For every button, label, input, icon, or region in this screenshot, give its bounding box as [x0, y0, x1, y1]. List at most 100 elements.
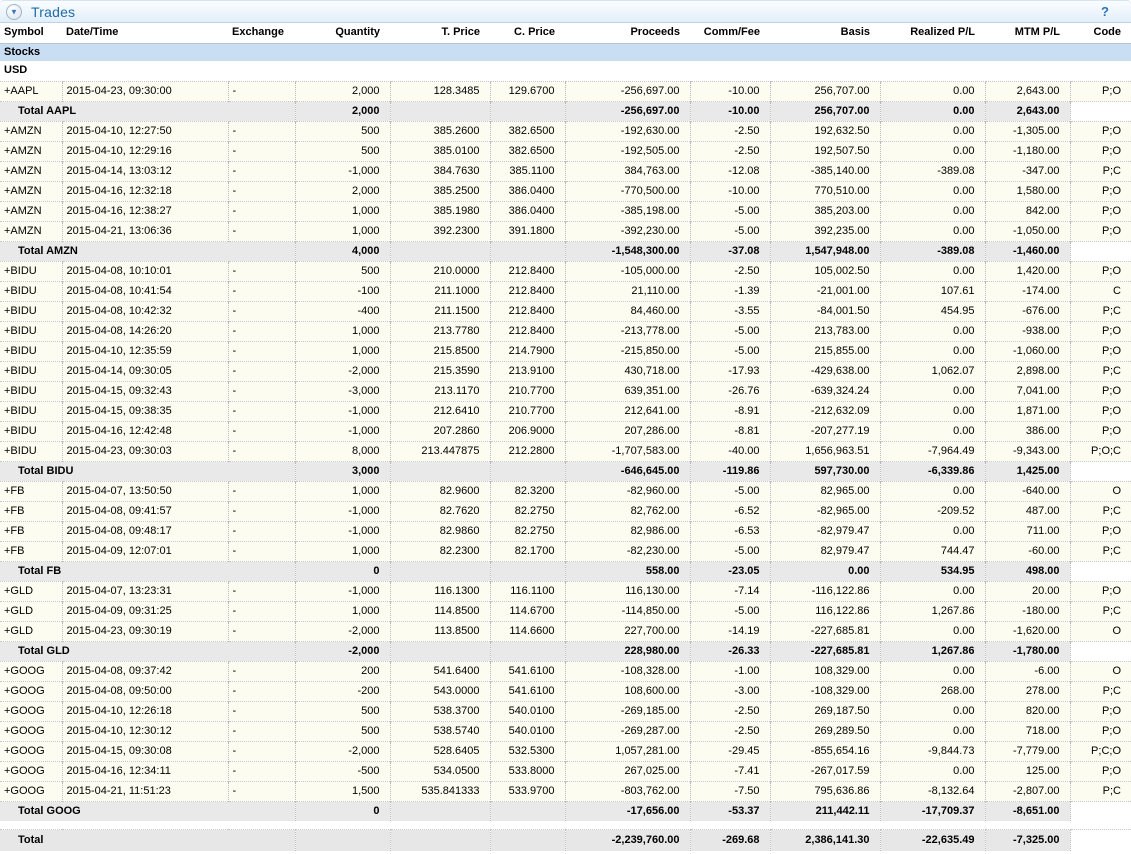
cell-cprice: 129.6700: [489, 80, 565, 101]
cell-exchange: -: [227, 740, 295, 761]
cell-symbol: +BIDU: [0, 300, 62, 321]
cell-tprice: 212.6410: [389, 400, 490, 421]
cell-realized: 0.00: [879, 720, 985, 741]
cell-exchange: -: [227, 260, 295, 281]
cell-tprice: 215.8500: [389, 340, 490, 361]
cell-comm: -7.14: [689, 580, 770, 601]
cell-mtm: -6.00: [984, 660, 1070, 681]
column-header-comm: Comm/Fee: [690, 23, 770, 44]
cell-basis: -82,979.47: [769, 520, 880, 541]
cell-realized: 1,267.86: [879, 640, 985, 661]
cell-basis: 192,632.50: [769, 120, 880, 141]
cell-basis: 82,979.47: [769, 540, 880, 561]
cell-code: P;O: [1069, 260, 1131, 281]
cell-comm: -2.50: [689, 140, 770, 161]
cell-cprice: 214.7900: [489, 340, 565, 361]
cell-symbol: +GOOG: [0, 700, 62, 721]
cell-cprice: [489, 560, 565, 581]
cell-datetime: 2015-04-10, 12:27:50: [61, 120, 228, 141]
currency-label: USD: [0, 61, 1131, 81]
cell-datetime: 2015-04-08, 09:50:00: [61, 680, 228, 701]
total-label: Total AMZN: [0, 240, 295, 261]
cell-cprice: [489, 460, 565, 481]
cell-realized: 0.00: [879, 420, 985, 441]
cell-cprice: 391.1800: [489, 220, 565, 241]
cell-datetime: 2015-04-08, 09:41:57: [61, 500, 228, 521]
cell-mtm: 711.00: [984, 520, 1070, 541]
cell-quantity: 1,000: [294, 340, 390, 361]
trades-table: Symbol Date/Time Exchange Quantity T. Price C…: [0, 23, 1131, 851]
cell-comm: -2.50: [689, 120, 770, 141]
cell-cprice: 212.8400: [489, 320, 565, 341]
cell-cprice: 386.0400: [489, 180, 565, 201]
cell-quantity: 500: [294, 120, 390, 141]
table-row: +FB 2015-04-08, 09:48:17- -1,000 82.9860 82.…: [0, 520, 1131, 541]
cell-exchange: -: [227, 140, 295, 161]
cell-cprice: 386.0400: [489, 200, 565, 221]
cell-mtm: -180.00: [984, 600, 1070, 621]
cell-realized: -6,339.86: [879, 460, 985, 481]
cell-tprice: 213.7780: [389, 320, 490, 341]
cell-basis: -227,685.81: [769, 640, 880, 661]
cell-code: P;C: [1069, 360, 1131, 381]
cell-proceeds: -269,287.00: [564, 720, 690, 741]
cell-cprice: [489, 240, 565, 261]
help-button[interactable]: ?: [1101, 4, 1109, 19]
cell-symbol: +FB: [0, 480, 62, 501]
cell-quantity: -2,000: [294, 360, 390, 381]
collapse-toggle-button[interactable]: ▼: [6, 3, 22, 20]
cell-exchange: -: [227, 80, 295, 101]
cell-code: [1069, 640, 1131, 661]
cell-cprice: [489, 800, 565, 821]
cell-cprice: 533.8000: [489, 760, 565, 781]
table-row: +AMZN 2015-04-21, 13:06:36-1,000 392.2300 3…: [0, 220, 1131, 241]
cell-cprice: 210.7700: [489, 380, 565, 401]
cell-basis: -116,122.86: [769, 580, 880, 601]
cell-mtm: 1,420.00: [984, 260, 1070, 281]
cell-realized: 0.00: [879, 700, 985, 721]
table-row: +GLD 2015-04-07, 13:23:31- -1,000 116.1300 1…: [0, 580, 1131, 601]
cell-realized: 0.00: [879, 180, 985, 201]
cell-comm: -17.93: [689, 360, 770, 381]
cell-quantity: -3,000: [294, 380, 390, 401]
table-row: +AAPL 2015-04-23, 09:30:00-2,000 128.3485 1…: [0, 80, 1131, 101]
cell-symbol: +BIDU: [0, 320, 62, 341]
cell-symbol: +FB: [0, 540, 62, 561]
cell-code: P;C: [1069, 160, 1131, 181]
cell-tprice: 392.2300: [389, 220, 490, 241]
cell-code: P;O: [1069, 380, 1131, 401]
cell-basis: -855,654.16: [769, 740, 880, 761]
cell-proceeds: 207,286.00: [564, 420, 690, 441]
cell-mtm: 20.00: [984, 580, 1070, 601]
table-row: +GOOG 2015-04-16, 12:34:11- -500 534.0500 53…: [0, 760, 1131, 781]
cell-mtm: -1,050.00: [984, 220, 1070, 241]
cell-comm: -3.00: [689, 680, 770, 701]
cell-symbol: +BIDU: [0, 280, 62, 301]
cell-proceeds: -213,778.00: [564, 320, 690, 341]
cell-code: P;C: [1069, 780, 1131, 801]
cell-realized: 0.00: [879, 80, 985, 101]
cell-exchange: -: [227, 340, 295, 361]
table-row: +AMZN 2015-04-14, 13:03:12- -1,000 384.7630…: [0, 160, 1131, 181]
cell-code: O: [1069, 620, 1131, 641]
cell-proceeds: -770,500.00: [564, 180, 690, 201]
cell-quantity: -2,000: [294, 620, 390, 641]
cell-mtm: 498.00: [984, 560, 1070, 581]
cell-quantity: 500: [294, 700, 390, 721]
cell-basis: 269,187.50: [769, 700, 880, 721]
cell-proceeds: -215,850.00: [564, 340, 690, 361]
cell-mtm: -347.00: [984, 160, 1070, 181]
cell-tprice: 215.3590: [389, 360, 490, 381]
cell-proceeds: 108,600.00: [564, 680, 690, 701]
cell-basis: 269,289.50: [769, 720, 880, 741]
table-row: +BIDU 2015-04-10, 12:35:59-1,000 215.8500 2…: [0, 340, 1131, 361]
cell-basis: 108,329.00: [769, 660, 880, 681]
cell-code: O: [1069, 480, 1131, 501]
cell-mtm: -7,325.00: [984, 828, 1070, 851]
cell-quantity: -100: [294, 280, 390, 301]
cell-realized: 1,267.86: [879, 600, 985, 621]
cell-basis: -429,638.00: [769, 360, 880, 381]
cell-tprice: 385.2500: [389, 180, 490, 201]
cell-datetime: 2015-04-15, 09:38:35: [61, 400, 228, 421]
total-row: Total AMZN 4,000 -1,548,300.00 -37.08 1,547,…: [0, 240, 1131, 261]
